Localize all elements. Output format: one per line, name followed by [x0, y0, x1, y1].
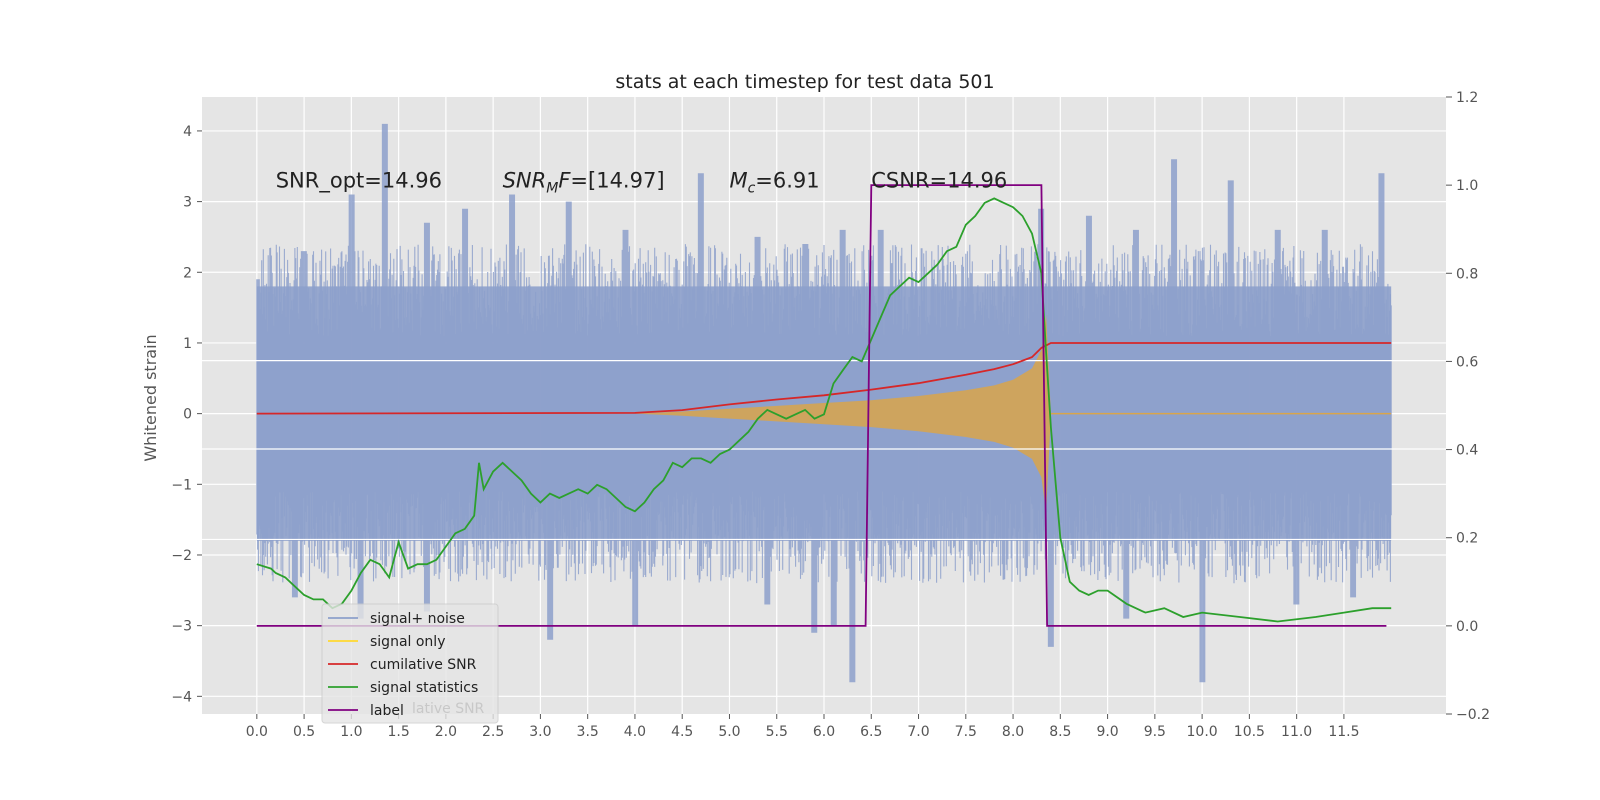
- x-tick-label: 8.0: [1002, 724, 1024, 740]
- x-tick-label: 2.5: [482, 724, 504, 740]
- legend: lative SNR signal+ noise signal only cumila…: [321, 603, 499, 724]
- chart-title: stats at each timestep for test data 501: [615, 71, 994, 93]
- stat-annotation: SNRMF=[14.97]: [503, 168, 665, 196]
- y-tick-label: 1: [183, 336, 192, 352]
- label-series: [256, 184, 1387, 627]
- y-tick-label: 3: [183, 195, 192, 211]
- x-axis-ticks: 0.0 0.5 1.0 1.5 2.0 2.5 3.0 3.5 4.0 4.5 5.0 5.5 6.0 6…: [246, 714, 1359, 740]
- signal-only-area: [634, 314, 1051, 513]
- x-tick-label: 8.5: [1049, 724, 1071, 740]
- legend-label: signal+ noise: [370, 611, 465, 627]
- y2-tick-label: 1.2: [1456, 90, 1478, 106]
- x-tick-label: 7.0: [907, 724, 929, 740]
- x-tick-label: 4.0: [624, 724, 646, 740]
- stat-annotation: Mc=6.91: [729, 168, 819, 196]
- stat-annotation: CSNR=14.96: [871, 168, 1007, 192]
- x-tick-label: 9.0: [1096, 724, 1118, 740]
- annotations: SNR_opt=14.96 SNRMF=[14.97] Mc=6.91 CSNR=14…: [276, 168, 1008, 196]
- y-tick-label: −4: [171, 689, 192, 705]
- legend-label: signal statistics: [370, 680, 478, 696]
- x-tick-label: 4.5: [671, 724, 693, 740]
- x-tick-label: 7.5: [955, 724, 977, 740]
- y2-tick-label: 1.0: [1456, 178, 1478, 194]
- signal-only-series: [634, 314, 1392, 513]
- annotation-value: F=[14.97]: [558, 168, 664, 192]
- legend-label: label: [370, 703, 404, 719]
- y2-tick-label: 0.0: [1456, 619, 1478, 635]
- legend-label: cumilative SNR: [370, 657, 477, 673]
- annotation-value: =6.91: [755, 168, 819, 192]
- x-tick-label: 5.0: [718, 724, 740, 740]
- y-axis-label: Whitened strain: [141, 334, 160, 461]
- annotation-symbol: SNR: [503, 168, 547, 192]
- y-tick-label: 2: [183, 265, 192, 281]
- y2-tick-label: 0.4: [1456, 443, 1478, 459]
- x-tick-label: 11.5: [1328, 724, 1359, 740]
- legend-label: signal only: [370, 634, 445, 650]
- x-tick-label: 10.0: [1187, 724, 1218, 740]
- y2-tick-label: 0.8: [1456, 266, 1478, 282]
- x-tick-label: 3.5: [577, 724, 599, 740]
- x-tick-label: 9.5: [1144, 724, 1166, 740]
- x-tick-label: 3.0: [529, 724, 551, 740]
- x-tick-label: 5.5: [766, 724, 788, 740]
- y-tick-label: −2: [171, 548, 192, 564]
- x-tick-label: 0.5: [293, 724, 315, 740]
- x-tick-label: 2.0: [435, 724, 457, 740]
- stat-annotation: SNR_opt=14.96: [276, 168, 442, 193]
- y-tick-label: 0: [183, 407, 192, 423]
- x-tick-label: 11.0: [1281, 724, 1312, 740]
- label-line: [256, 184, 1387, 627]
- annotation-subscript: c: [748, 180, 756, 196]
- y-axis-ticks: 4 3 2 1 0 −1 −2 −3 −4: [171, 124, 202, 705]
- y-tick-label: 4: [183, 124, 192, 140]
- cumulative-snr-series: [256, 342, 1392, 415]
- x-tick-label: 10.5: [1234, 724, 1265, 740]
- signal-statistics-series: [256, 197, 1392, 623]
- signal-statistics-line: [256, 197, 1392, 623]
- legend-ghost-text: lative SNR: [412, 701, 485, 717]
- reference-lines: [202, 360, 1446, 541]
- x-tick-label: 1.5: [387, 724, 409, 740]
- y2-tick-label: 0.2: [1456, 531, 1478, 547]
- y2-axis-ticks: 1.2 1.0 0.8 0.6 0.4 0.2 0.0 −0.2: [1446, 90, 1490, 723]
- x-tick-label: 0.0: [246, 724, 268, 740]
- x-tick-label: 6.0: [813, 724, 835, 740]
- x-tick-label: 6.5: [860, 724, 882, 740]
- y2-tick-label: −0.2: [1456, 707, 1490, 723]
- y-tick-label: −3: [171, 619, 192, 635]
- y-tick-label: −1: [171, 477, 192, 493]
- y2-tick-label: 0.6: [1456, 354, 1478, 370]
- annotation-symbol: M: [729, 168, 747, 192]
- annotation-subscript: M: [546, 180, 558, 196]
- legend-box: [321, 603, 499, 724]
- x-tick-label: 1.0: [340, 724, 362, 740]
- cumulative-snr-line: [256, 342, 1392, 415]
